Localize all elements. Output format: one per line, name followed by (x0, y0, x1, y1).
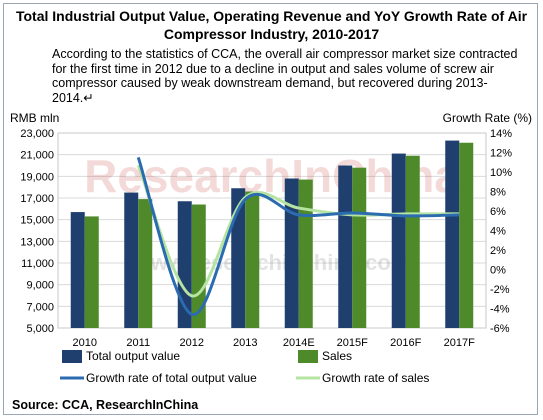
y-tick-left: 7,000 (26, 301, 54, 313)
y-tick-right: 10% (490, 167, 512, 179)
y-tick-left: 19,000 (20, 171, 54, 183)
x-tick-2013: 2013 (233, 337, 257, 349)
bar-output-2015F (338, 165, 353, 328)
bar-sales-2013 (245, 191, 260, 328)
x-tick-2017F: 2017F (444, 337, 475, 349)
y-tick-right: 4% (490, 226, 506, 238)
line-growth-sales (136, 164, 460, 298)
x-tick-2015F: 2015F (337, 337, 368, 349)
line-growth-output (136, 156, 460, 316)
y-tick-right: 2% (490, 245, 506, 257)
y-tick-left: 11,000 (21, 258, 54, 270)
y-axis-label-right: Growth Rate (%) (443, 111, 532, 125)
chart-description: According to the statistics of CCA, the … (52, 47, 518, 105)
legend-swatch-1 (298, 350, 318, 363)
x-tick-2014E: 2014E (283, 337, 315, 349)
axes: 5,000 7,000 9,000 11,000 13,000 15,000 17,000 1… (10, 111, 532, 349)
y-tick-left: 5,000 (26, 323, 54, 335)
x-tick-2016F: 2016F (390, 337, 421, 349)
bar-output-2012 (177, 201, 192, 328)
y-tick-left: 13,000 (20, 236, 54, 248)
y-tick-left: 15,000 (20, 215, 54, 227)
bar-sales-2010 (84, 216, 99, 328)
source-note: Source: CCA, ResearchInChina (12, 398, 199, 412)
legend-label-1: Sales (322, 349, 352, 363)
y-tick-right: 0% (490, 265, 506, 277)
y-tick-right: -2% (490, 284, 510, 296)
y-tick-right: 8% (490, 187, 506, 199)
bar-sales-2011 (138, 199, 153, 328)
legend-label-0: Total output value (86, 349, 180, 363)
bar-sales-2017F (459, 142, 474, 328)
legend-swatch-0 (62, 350, 82, 363)
y-tick-right: -4% (490, 304, 510, 316)
bar-sales-2012 (191, 204, 206, 328)
bar-output-2010 (70, 212, 85, 328)
legend-label-2: Growth rate of total output value (86, 371, 257, 385)
y-tick-left: 9,000 (26, 280, 54, 292)
bar-output-2013 (231, 188, 246, 328)
y-tick-right: 6% (490, 206, 506, 218)
chart-title: Total Industrial Output Value, Operating… (15, 8, 528, 42)
legend-label-3: Growth rate of sales (322, 371, 429, 385)
y-tick-left: 23,000 (20, 128, 54, 140)
x-tick-2012: 2012 (180, 337, 204, 349)
line-series (136, 156, 460, 316)
y-tick-left: 21,000 (20, 150, 54, 162)
bar-series (70, 140, 474, 328)
x-tick-2011: 2011 (126, 337, 150, 349)
bar-sales-2014E (298, 179, 313, 328)
y-tick-right: 12% (490, 148, 512, 160)
bar-output-2011 (124, 192, 139, 328)
bar-output-2014E (284, 178, 299, 328)
x-tick-2010: 2010 (73, 337, 97, 349)
bar-output-2017F (445, 140, 460, 328)
y-tick-right: 14% (490, 128, 512, 140)
bar-sales-2015F (352, 167, 367, 328)
y-tick-right: -6% (490, 323, 510, 335)
y-axis-label-left: RMB mln (10, 111, 59, 125)
plot-border (57, 132, 487, 329)
bar-sales-2016F (405, 155, 420, 328)
legend: Total output value Sales Growth rate of to… (60, 349, 429, 385)
bar-output-2016F (391, 153, 406, 328)
y-tick-left: 17,000 (20, 193, 54, 205)
